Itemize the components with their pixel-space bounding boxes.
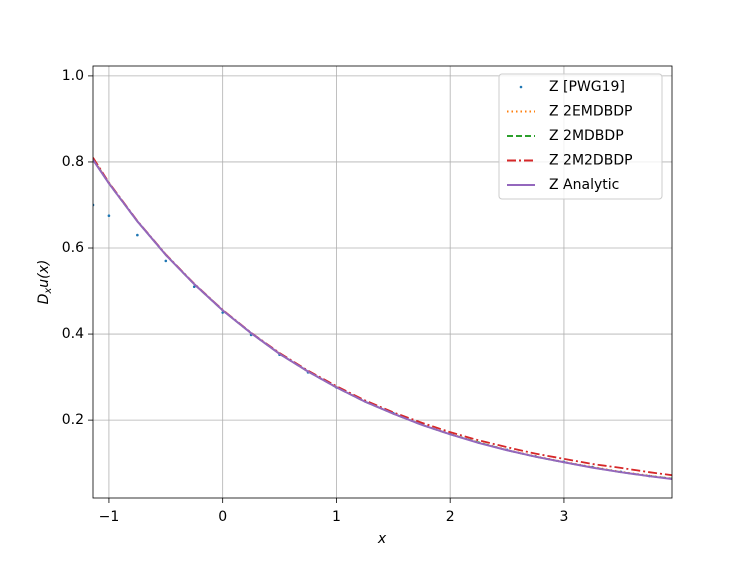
x-axis-label: x: [377, 531, 387, 547]
legend-label: Z 2M2DBDP: [549, 153, 633, 169]
y-label-part: u(x): [36, 260, 52, 288]
y-tick-label: 0.8: [62, 154, 84, 170]
x-tick-label: 0: [218, 509, 227, 525]
y-axis-label: Dxu(x): [36, 260, 54, 305]
x-tick-label: 3: [559, 509, 568, 525]
y-tick-label: 0.2: [62, 412, 84, 428]
legend-swatch: [519, 85, 523, 89]
legend-label: Z 2EMDBDP: [549, 104, 632, 120]
x-tick-label: 2: [446, 509, 455, 525]
data-point: [136, 233, 139, 237]
y-tick-label: 0.4: [62, 326, 84, 342]
plot-area: [93, 157, 672, 481]
data-line: [93, 159, 672, 481]
legend-label: Z [PWG19]: [549, 79, 625, 95]
data-point: [164, 259, 168, 263]
data-line: [93, 158, 672, 480]
legend-box: [498, 73, 663, 200]
data-point: [107, 214, 111, 218]
y-label-part: x: [43, 288, 54, 295]
y-tick-label: 1.0: [62, 68, 84, 84]
x-tick-label: 1: [332, 509, 341, 525]
data-line: [93, 158, 672, 480]
legend-label: Z Analytic: [549, 177, 619, 193]
x-tick-label: −1: [99, 509, 120, 525]
y-label-part: D: [36, 293, 52, 304]
axes-frame: [92, 65, 673, 499]
data-line: [93, 157, 672, 477]
legend-label: Z 2MDBDP: [549, 128, 624, 144]
y-tick-label: 0.6: [62, 240, 84, 256]
